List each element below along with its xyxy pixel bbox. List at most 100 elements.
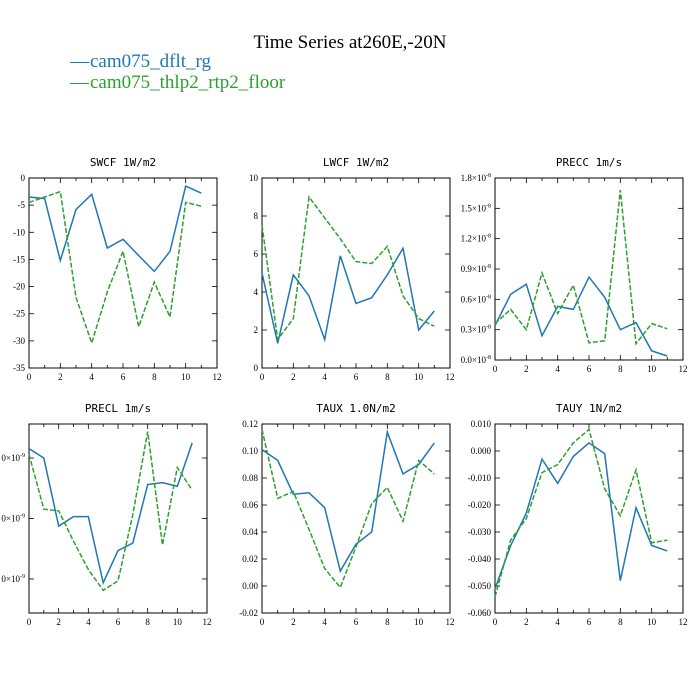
x-tick-label: 2 [524,617,529,627]
y-tick-label-text: 4 [254,287,259,297]
y-tick-label-text: 8 [254,211,259,221]
y-tick-label: -0.020 [468,500,492,510]
y-tick-exponent: -8 [486,325,491,331]
x-tick-label: 0 [260,617,265,627]
series-line-1 [28,185,202,273]
x-tick-label: 0 [27,617,32,627]
x-tick-label: 0 [260,372,265,382]
legend: — cam075_dflt_rg — cam075_thlp2_rtp2_flo… [69,51,286,93]
legend-entry-1: — cam075_dflt_rg [69,51,212,72]
y-tick-label-text: -30 [13,336,25,346]
series-line-2 [261,429,435,589]
panel-title: SWCF 1W/m2 [90,156,156,169]
y-tick-label: -0.010 [468,473,492,483]
y-tick-label-text: -0.010 [468,473,492,483]
y-tick-label-text: 0.02 [242,554,258,564]
y-tick-label-text: 1.8×10 [461,173,487,183]
y-tick-label: 1.5×10-8 [461,203,491,213]
y-tick-label-text: 1.5×10 [461,203,487,213]
y-tick-label: 4 [254,287,259,297]
y-tick-label: 6 [254,249,259,259]
x-tick-label: 4 [322,372,327,382]
x-tick-label: 8 [618,364,623,374]
y-tick-label: -0.040 [468,554,492,564]
y-tick-exponent: -8 [486,173,491,179]
y-tick-label-text: 0.00 [242,581,258,591]
y-tick-label-text: 0.08 [242,473,258,483]
y-tick-label-text: -15 [13,254,25,264]
series-line-1 [494,275,668,357]
x-tick-label: 6 [354,372,359,382]
y-tick-label: 0×10-9 [1,453,25,463]
panel-5: TAUX 1.0N/m2 0 2 4 6 8 10 12 -0.02 0.00 0.02 0.04 0.… [239,402,454,627]
y-tick-label-text: 0.0×10 [461,355,487,365]
x-tick-label: 4 [555,364,560,374]
y-tick-label-text: -0.030 [468,527,492,537]
y-tick-label: 0.12 [242,419,258,429]
plot-frame [261,423,451,614]
x-tick-label: 2 [524,364,529,374]
y-tick-label: -0.060 [468,608,492,618]
x-tick-label: 6 [587,364,592,374]
y-tick-label-text: 0 [254,363,259,373]
y-tick-label-text: 0.10 [242,446,258,456]
x-tick-label: 12 [446,372,455,382]
series-line-2 [494,190,668,346]
panel-4: PRECL 1m/s0 2 4 6 8 10 120×10-90×10-90×10-9 [1,402,211,627]
y-tick-label-text: 0×10 [1,453,20,463]
y-tick-exponent: -8 [486,355,491,361]
y-tick-label: -0.050 [468,581,492,591]
plot-frame [261,177,451,369]
panel-1: SWCF 1W/m2 0 2 4 6 8 10 12 0 -5 -10 -15 -20 -25 -30 -35 [13,156,222,382]
panel-title: LWCF 1W/m2 [323,156,389,169]
x-tick-label: 6 [587,617,592,627]
legend-label-1: cam075_dflt_rg [90,51,212,72]
panel-title: TAUY 1N/m2 [556,402,622,415]
y-tick-label-text: 0.06 [242,500,258,510]
series-line-1 [261,246,435,344]
x-tick-label: 0 [493,364,498,374]
x-tick-label: 4 [322,617,327,627]
x-tick-label: 6 [121,372,126,382]
y-tick-label-text: -0.060 [468,608,492,618]
plot-frame [28,177,218,369]
y-tick-label: 0.0×10-8 [461,355,491,365]
y-tick-label-text: 2 [254,325,259,335]
y-tick-label: 0.3×10-8 [461,325,491,335]
y-tick-label: 0.08 [242,473,258,483]
y-tick-label: -5 [18,200,26,210]
legend-marker-2: — [69,72,90,93]
x-tick-label: 2 [291,617,296,627]
x-tick-label: 2 [291,372,296,382]
y-tick-label-text: -5 [18,200,26,210]
y-tick-label-text: 0.000 [471,446,492,456]
series-line-1 [494,441,668,589]
y-tick-label-text: -0.02 [239,608,258,618]
y-tick-label: -10 [13,227,25,237]
y-tick-label: 0 [21,173,26,183]
y-tick-label: 1.2×10-8 [461,234,491,244]
y-tick-label: 0.10 [242,446,258,456]
x-tick-label: 10 [647,617,657,627]
y-tick-label-text: 10 [249,173,259,183]
y-tick-label-text: 0×10 [1,574,20,584]
y-tick-label: -0.030 [468,527,492,537]
panel-title: TAUX 1.0N/m2 [316,402,395,415]
plot-frame [494,177,684,361]
x-tick-label: 8 [385,617,390,627]
y-tick-label-text: -0.050 [468,581,492,591]
x-tick-label: 12 [679,364,688,374]
series-line-2 [28,431,193,592]
x-tick-label: 12 [203,617,212,627]
y-tick-label-text: -35 [13,363,25,373]
y-tick-label-text: -25 [13,309,25,319]
y-tick-exponent: -9 [20,453,25,459]
x-tick-label: 8 [385,372,390,382]
y-tick-label: 0×10-9 [1,514,25,524]
y-tick-exponent: -8 [486,294,491,300]
y-tick-label: -20 [13,282,25,292]
x-tick-label: 8 [618,617,623,627]
plot-frame [28,423,208,614]
y-tick-label: 0.00 [242,581,258,591]
panel-3: PRECC 1m/s0 2 4 6 8 10 120.0×10-80.3×10-80.6×1… [461,156,688,374]
